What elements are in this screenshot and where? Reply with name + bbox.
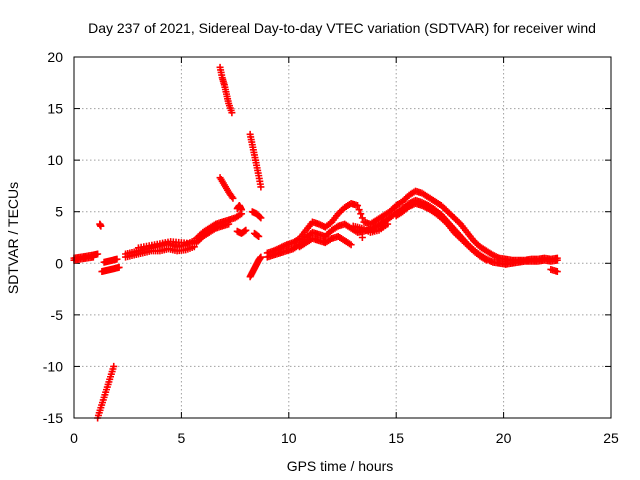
data-point-seg-i [238, 206, 246, 214]
data-point-seg-c2 [113, 255, 121, 263]
data-point-seg-p [384, 220, 392, 228]
data-points [70, 63, 561, 422]
y-tick-label: -10 [43, 358, 63, 374]
y-tick-label: 15 [47, 101, 63, 117]
data-point-seg-c [115, 263, 123, 271]
axis-ticks: 0 5 10 15 20 25 -15 -10 -5 0 5 10 15 20 [43, 49, 619, 446]
x-tick-label: 10 [281, 430, 297, 446]
data-point-seg-m [255, 232, 263, 240]
data-point-seg-o [355, 206, 363, 214]
data-point-seg-k [257, 183, 265, 191]
data-point-seg-o [358, 214, 366, 222]
data-point-seg-o3 [482, 256, 490, 264]
x-tick-label: 0 [70, 430, 78, 446]
data-point-seg-b [97, 222, 105, 230]
x-tick-label: 5 [178, 430, 186, 446]
data-point-seg-o3 [347, 241, 355, 249]
data-point-seg-o3 [358, 234, 366, 241]
y-tick-label: -5 [51, 307, 64, 323]
data-point-seg-l [257, 214, 265, 222]
data-point-seg-f2 [225, 220, 233, 228]
data-point-seg-d [110, 362, 118, 370]
data-point-seg-e3 [188, 240, 196, 248]
x-tick-label: 20 [496, 430, 512, 446]
data-point-seg-h [229, 194, 237, 202]
data-point-seg-n [257, 253, 265, 261]
x-tick-label: 25 [603, 430, 619, 446]
data-point-seg-j [242, 226, 250, 234]
data-point-seg-g [228, 109, 236, 117]
data-point-seg-l [256, 213, 264, 221]
data-point-seg-o [357, 210, 365, 218]
y-tick-label: 20 [47, 49, 63, 65]
x-tick-label: 15 [388, 430, 404, 446]
data-point-seg-o2 [553, 256, 561, 264]
plot-frame [73, 56, 612, 419]
x-axis-label: GPS time / hours [287, 458, 394, 474]
data-point-seg-a [94, 250, 102, 258]
y-tick-label: -15 [43, 410, 63, 426]
data-point-seg-o [354, 202, 362, 210]
y-tick-label: 0 [55, 255, 63, 271]
chart-title: Day 237 of 2021, Sidereal Day-to-day VTE… [88, 20, 596, 36]
y-axis-label: SDTVAR / TECUs [5, 182, 21, 294]
data-point-seg-q [553, 268, 561, 276]
data-point-seg-a2 [89, 253, 97, 261]
y-tick-label: 10 [47, 152, 63, 168]
y-tick-label: 5 [55, 204, 63, 220]
